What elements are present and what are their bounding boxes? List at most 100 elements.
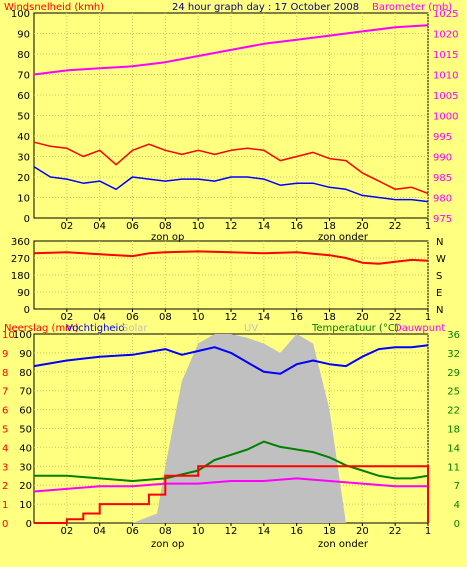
humidity-y-tick-label: 90 <box>19 349 32 360</box>
rain-y-tick-label: 4 <box>2 443 8 454</box>
barometer-axis-title: Barometer (mb) <box>372 2 452 13</box>
wind-axis-title: Windsnelheid (kmh) <box>4 2 104 13</box>
barometer-y-tick-label: 1015 <box>433 50 458 61</box>
barometer-y-tick-label: 975 <box>433 214 452 225</box>
barometer-y-tick-label: 995 <box>433 132 452 143</box>
rain-y-tick-label: 7 <box>2 387 8 398</box>
dir-x-label: 04 <box>93 312 106 323</box>
temperature-series-line <box>34 440 429 482</box>
wind-x-label: 20 <box>356 221 369 232</box>
wind-y-tick-label: 100 <box>11 9 30 20</box>
uv-axis-title: UV <box>244 323 258 334</box>
bottom-x-label: 20 <box>356 526 369 537</box>
temperature-y-tick-label: 7 <box>454 481 460 492</box>
dewpoint-axis-title: Dauwpunt <box>394 323 445 334</box>
humidity-y-tick-label: 20 <box>19 481 32 492</box>
rain-axis-title: Neerslag (mm) <box>4 323 79 334</box>
barometer-y-tick-label: 1020 <box>433 30 458 41</box>
wind-x-label: 02 <box>60 221 73 232</box>
bottom-x-label: 22 <box>389 526 402 537</box>
temperature-y-tick-label: 36 <box>447 330 460 341</box>
wind-y-tick-label: 60 <box>17 91 30 102</box>
wind-gust-series-line <box>33 166 429 203</box>
wind-y-tick-label: 20 <box>17 173 30 184</box>
barometer-series-line <box>33 24 429 76</box>
humidity-y-tick-label: 30 <box>19 462 32 473</box>
sunset-label-bottom: zon onder <box>318 539 369 550</box>
chart-title: 24 hour graph day : 17 October 2008 <box>172 2 359 13</box>
bottom-x-label: 1 <box>425 526 431 537</box>
wind-x-label: 08 <box>159 221 172 232</box>
wind-y-tick-label: 80 <box>17 50 30 61</box>
rain-series-line <box>34 465 429 524</box>
wind-x-label: 1 <box>425 221 431 232</box>
wind-y-tick-label: 40 <box>17 132 30 143</box>
dir-x-label: 1 <box>425 312 431 323</box>
bottom-x-label: 08 <box>159 526 172 537</box>
dir-x-label: 18 <box>323 312 336 323</box>
chart-marks <box>33 24 429 524</box>
barometer-y-tick-label: 980 <box>433 194 452 205</box>
wind-x-label: 18 <box>323 221 336 232</box>
rain-y-tick-label: 0 <box>2 519 8 530</box>
direction-y-tick-label: 90 <box>17 288 30 299</box>
temperature-y-tick-label: 18 <box>447 425 460 436</box>
dir-x-label: 20 <box>356 312 369 323</box>
temperature-axis-title: Temperatuur (°C) <box>311 323 399 334</box>
bottom-x-label: 10 <box>192 526 205 537</box>
humidity-y-tick-label: 50 <box>19 425 32 436</box>
compass-tick-label: S <box>436 271 442 282</box>
dewpoint-series-line <box>33 477 428 493</box>
barometer-y-tick-label: 1005 <box>433 91 458 102</box>
rain-y-tick-label: 9 <box>2 349 8 360</box>
compass-tick-label: E <box>436 288 442 299</box>
rain-y-tick-label: 6 <box>2 406 8 417</box>
barometer-y-tick-label: 1010 <box>433 71 458 82</box>
sunset-label-top: zon onder <box>318 232 369 243</box>
bottom-x-label: 16 <box>290 526 303 537</box>
temperature-y-tick-label: 22 <box>447 406 460 417</box>
humidity-y-tick-label: 60 <box>19 406 32 417</box>
humidity-y-tick-label: 10 <box>19 500 32 511</box>
rain-y-tick-label: 3 <box>2 462 8 473</box>
rain-y-tick-label: 1 <box>2 500 8 511</box>
temperature-y-tick-label: 4 <box>454 500 460 511</box>
sunrise-label-bottom: zon op <box>151 539 184 550</box>
wind-y-tick-label: 50 <box>17 112 30 123</box>
dir-x-label: 06 <box>126 312 139 323</box>
solar-area <box>34 334 428 523</box>
humidity-y-tick-label: 40 <box>19 443 32 454</box>
direction-y-tick-label: 360 <box>11 237 30 248</box>
compass-tick-label: N <box>436 237 443 248</box>
bottom-x-label: 02 <box>60 526 73 537</box>
wind-x-label: 10 <box>192 221 205 232</box>
wind-y-tick-label: 30 <box>17 153 30 164</box>
temperature-y-tick-label: 0 <box>454 519 460 530</box>
rain-y-tick-label: 5 <box>2 425 8 436</box>
barometer-y-tick-label: 1000 <box>433 112 458 123</box>
dir-x-label: 14 <box>257 312 270 323</box>
bottom-x-label: 14 <box>257 526 270 537</box>
solar-axis-title: Solar <box>122 323 148 334</box>
rain-y-tick-label: 8 <box>2 368 8 379</box>
tick-labels: 02 04 06 08 10 12 14 16 18 20 22 110090807060504030… <box>2 9 460 537</box>
bottom-x-label: 18 <box>323 526 336 537</box>
rain-y-tick-label: 2 <box>2 481 8 492</box>
compass-tick-label: W <box>436 254 446 265</box>
wind-speed-series-line <box>33 141 429 195</box>
temperature-y-tick-label: 32 <box>447 349 460 360</box>
humidity-y-tick-label: 0 <box>26 519 32 530</box>
wind-x-label: 14 <box>257 221 270 232</box>
dir-x-label: 02 <box>60 312 73 323</box>
wind-y-tick-label: 10 <box>17 194 30 205</box>
temperature-y-tick-label: 14 <box>447 443 460 454</box>
dir-x-label: 08 <box>159 312 172 323</box>
humidity-y-tick-label: 80 <box>19 368 32 379</box>
grid-lines <box>34 13 429 526</box>
wind-x-label: 06 <box>126 221 139 232</box>
compass-tick-label: N <box>436 305 443 316</box>
bottom-x-label: 06 <box>126 526 139 537</box>
dir-x-label: 16 <box>290 312 303 323</box>
rain-y-tick-label: 10 <box>2 330 15 341</box>
humidity-series-line <box>33 344 429 375</box>
